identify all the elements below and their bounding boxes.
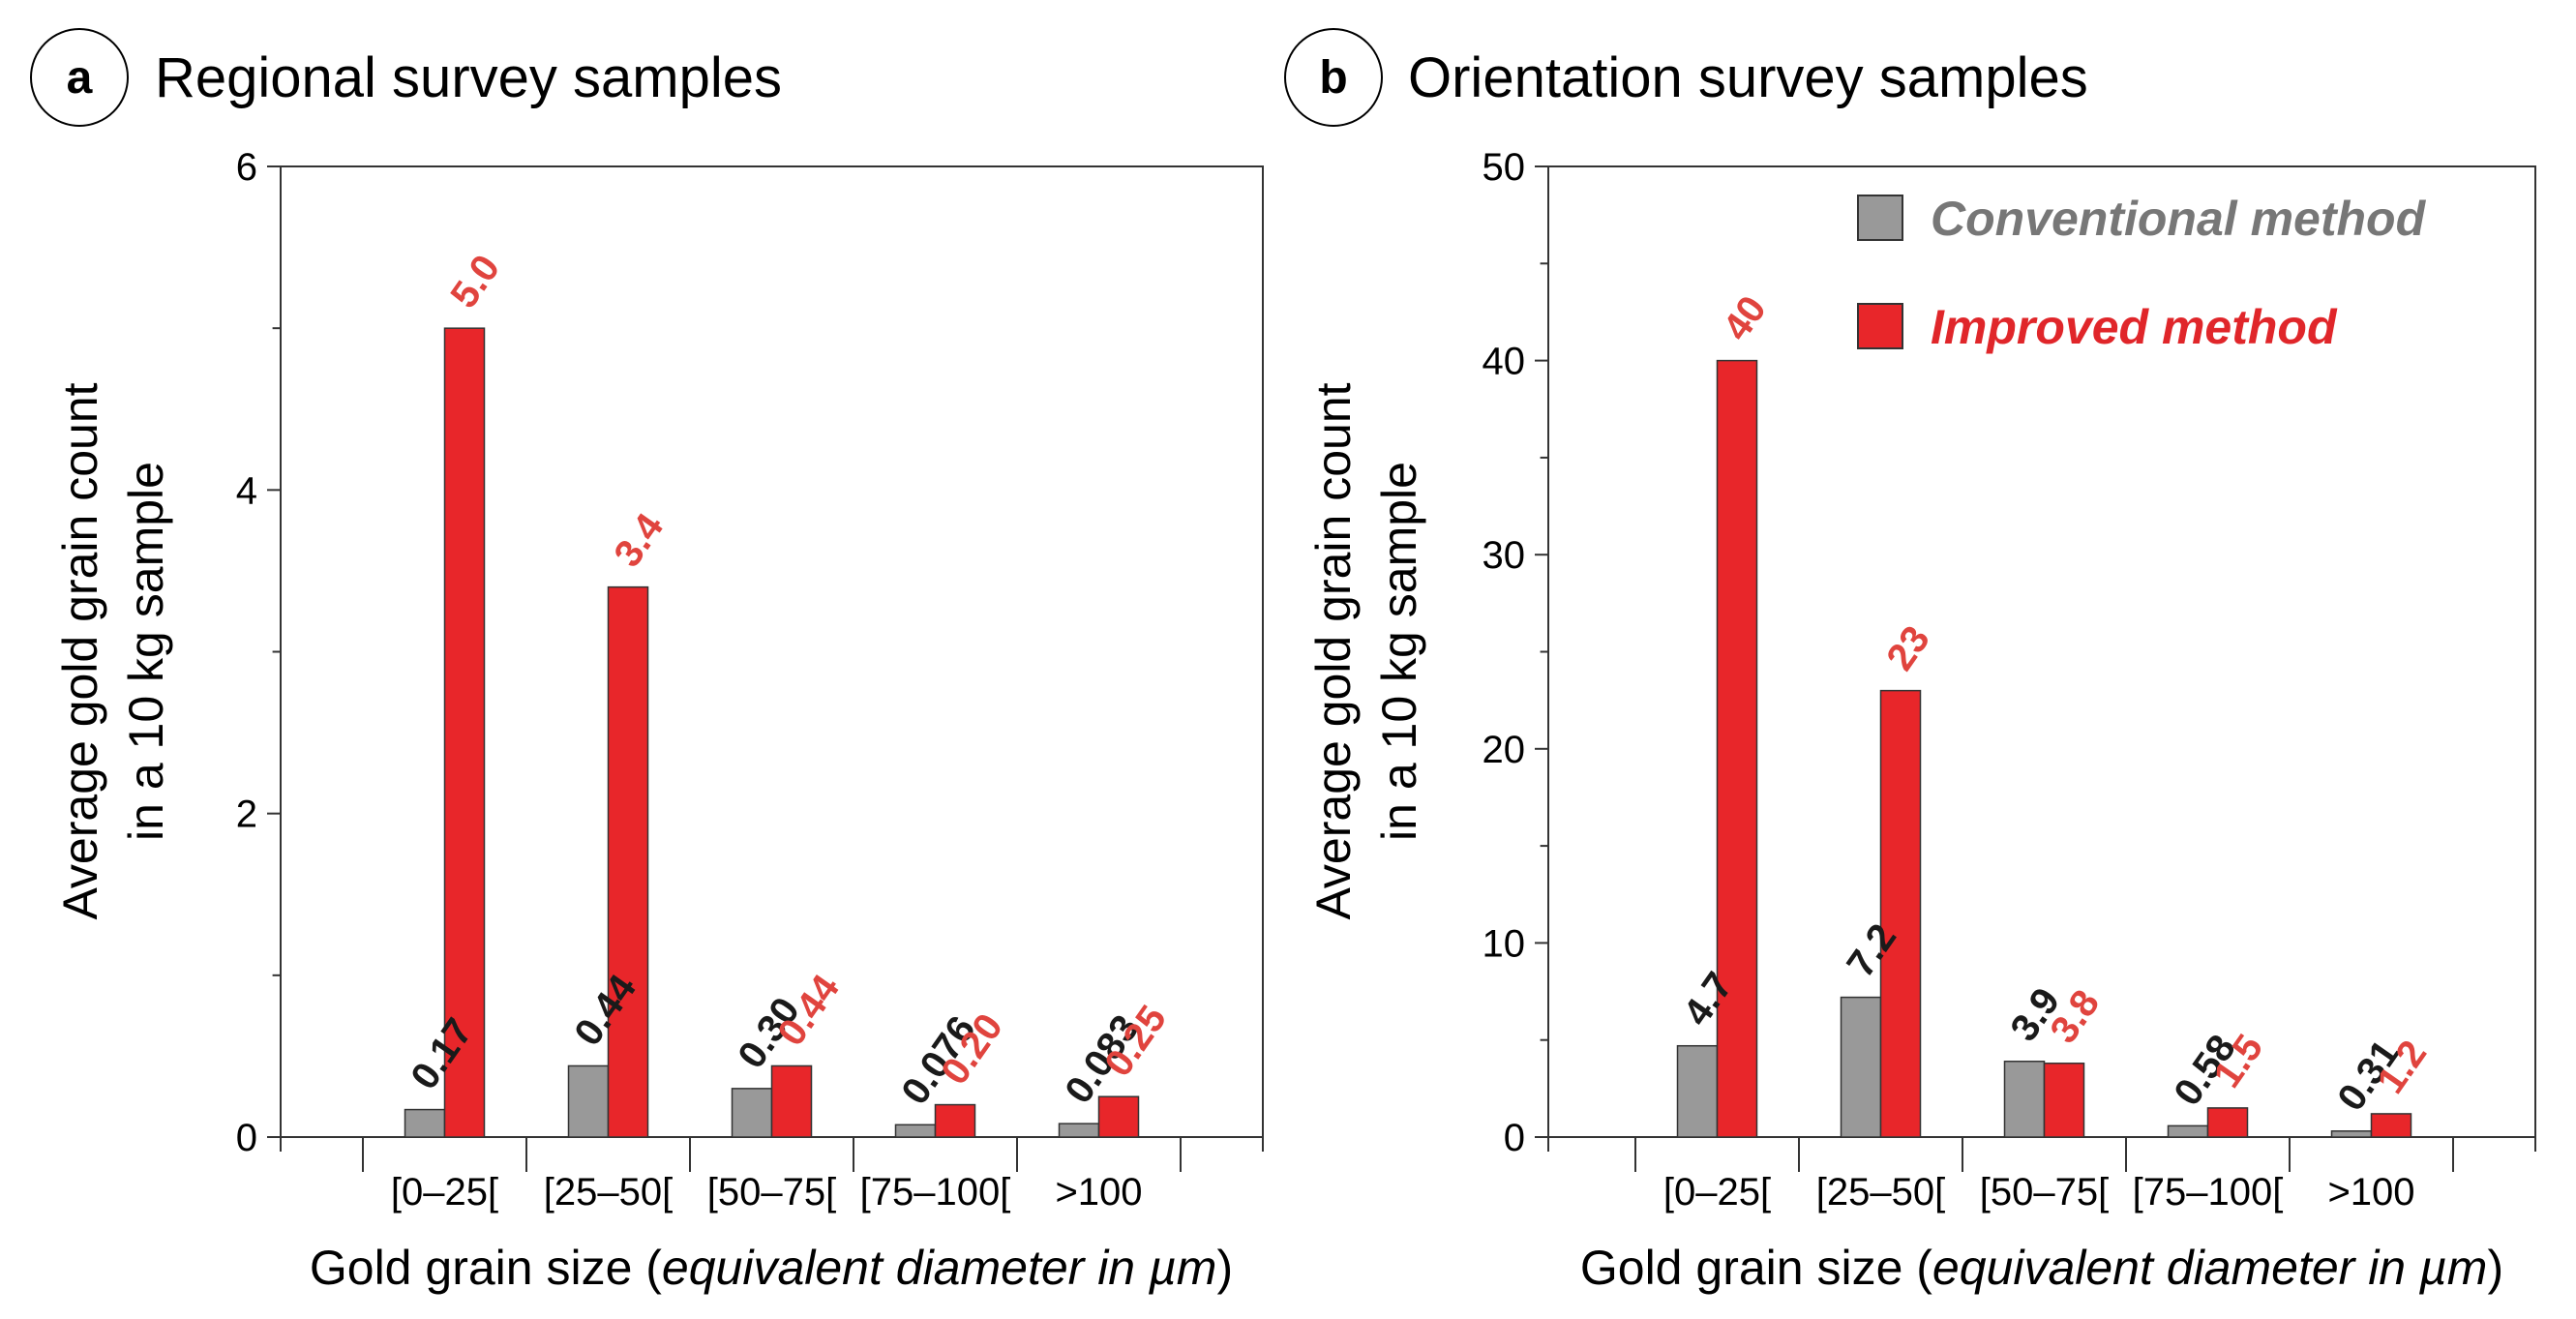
bar-conventional [567, 1064, 610, 1138]
bar-conventional [2167, 1124, 2209, 1138]
x-category-label: [75–100[ [860, 1171, 1011, 1214]
legend-conventional-swatch [1857, 195, 1903, 241]
bar-conventional [2330, 1130, 2373, 1138]
x-category-label: [25–50[ [544, 1171, 673, 1214]
panel-b-x-axis-title-suffix: ) [2487, 1241, 2503, 1295]
x-category-label: [0–25[ [1663, 1171, 1771, 1214]
bar-conventional [731, 1088, 773, 1138]
panel-a-y-axis-title-line2: in a 10 kg sample [119, 462, 173, 841]
bar-improved [2370, 1113, 2412, 1138]
y-tick-label: 10 [1483, 922, 1526, 965]
x-category-label: >100 [1055, 1171, 1142, 1214]
panel-a-x-axis-title-suffix: ) [1216, 1241, 1233, 1295]
panel-a-bars [404, 327, 1140, 1138]
x-category-label: [25–50[ [1816, 1171, 1945, 1214]
y-tick-label: 0 [1504, 1117, 1525, 1159]
bar-conventional [404, 1108, 446, 1138]
bar-improved [1879, 689, 1922, 1138]
bar-improved [607, 585, 649, 1138]
y-tick-label: 4 [236, 469, 257, 512]
bar-conventional [1676, 1044, 1719, 1138]
panel-b-x-dividers [1547, 1137, 2536, 1172]
panel-a-x-axis-title-italic: equivalent diameter in µm [662, 1241, 1217, 1295]
panel-b-bars [1676, 359, 2412, 1138]
panel-a-x-axis-title-prefix: Gold grain size ( [310, 1241, 662, 1295]
bar-improved [1716, 359, 1758, 1138]
y-tick-label: 30 [1483, 534, 1526, 577]
x-category-label: >100 [2327, 1171, 2414, 1214]
y-tick-label: 6 [236, 146, 257, 189]
value-label-improved: 23 [1878, 618, 1938, 678]
bar-conventional [894, 1124, 937, 1138]
value-label-improved: 40 [1715, 288, 1775, 348]
panel-b-title: Orientation survey samples [1408, 46, 2088, 109]
panel-b-y-axis-title-line2: in a 10 kg sample [1372, 462, 1426, 841]
bar-improved [443, 327, 486, 1138]
panel-b-badge [1284, 28, 1383, 127]
panel-a-y-axis-title-line1: Average gold grain count [53, 382, 107, 919]
bar-improved [2043, 1063, 2085, 1138]
bar-improved [770, 1064, 813, 1138]
y-tick-label: 2 [236, 794, 257, 836]
panel-a-y-ticks: 0 2 4 6 [236, 146, 281, 1159]
panel-b-x-axis-title-prefix: Gold grain size ( [1580, 1241, 1932, 1295]
x-category-label: [50–75[ [707, 1171, 836, 1214]
panel-a-title: Regional survey samples [155, 46, 782, 109]
panel-b-y-axis-title-line1: Average gold grain count [1306, 382, 1361, 919]
bar-conventional [1840, 996, 1882, 1138]
value-label-improved: 5.0 [442, 248, 508, 316]
panel-a-x-dividers [280, 1137, 1264, 1172]
x-category-label: [50–75[ [1980, 1171, 2109, 1214]
panel-b-x-axis-title: Gold grain size (equivalent diameter in … [1580, 1241, 2503, 1295]
panel-b: b Orientation survey samples 0 10 20 30 40 50… [1284, 28, 2536, 1295]
legend-improved-label: Improved method [1931, 300, 2338, 354]
panel-a-category-labels: [0–25[ [25–50[ [50–75[ [75–100[ >100 [391, 1171, 1143, 1214]
bar-improved [934, 1103, 976, 1138]
bar-improved [1097, 1095, 1140, 1138]
panel-a: a Regional survey samples 0 2 4 6 0.175.00.… [30, 28, 1264, 1295]
legend: Conventional method Improved method [1857, 192, 2427, 354]
x-category-label: [0–25[ [391, 1171, 498, 1214]
y-tick-label: 20 [1483, 729, 1526, 771]
panel-b-category-labels: [0–25[ [25–50[ [50–75[ [75–100[ >100 [1663, 1171, 2415, 1214]
value-label-improved: 3.8 [2042, 982, 2108, 1051]
legend-improved-swatch [1857, 303, 1903, 349]
bar-conventional [1058, 1123, 1100, 1138]
panel-a-x-axis-title: Gold grain size (equivalent diameter in … [310, 1241, 1233, 1295]
panel-b-x-axis-title-italic: equivalent diameter in µm [1932, 1241, 2488, 1295]
panel-a-badge [30, 28, 129, 127]
bar-conventional [2003, 1061, 2046, 1138]
y-tick-label: 0 [236, 1117, 257, 1159]
value-label-improved: 3.4 [606, 505, 672, 574]
panel-b-letter: b [1319, 52, 1347, 104]
panel-b-y-ticks: 0 10 20 30 40 50 [1483, 146, 1548, 1159]
panel-a-letter: a [67, 52, 93, 104]
y-tick-label: 40 [1483, 341, 1526, 383]
bar-improved [2206, 1107, 2249, 1138]
legend-conventional-label: Conventional method [1931, 192, 2427, 246]
y-tick-label: 50 [1483, 146, 1526, 189]
x-category-label: [75–100[ [2133, 1171, 2284, 1214]
